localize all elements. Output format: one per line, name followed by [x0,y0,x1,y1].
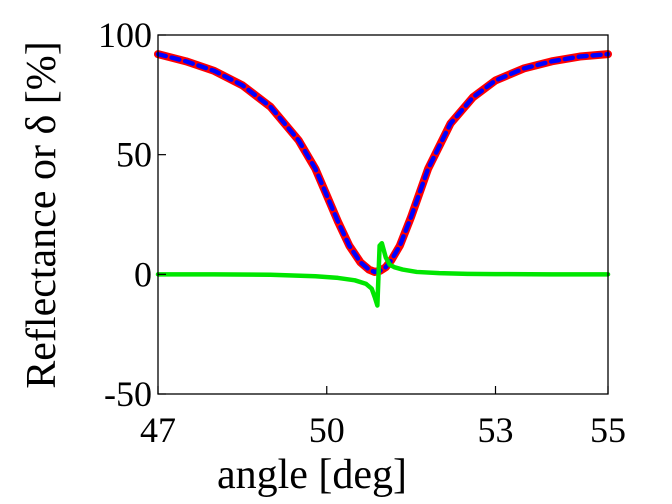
x-axis-label: angle [deg] [217,452,407,498]
x-tick-label: 50 [309,410,345,450]
green-series-line [155,240,611,308]
y-tick-label: -50 [104,374,152,414]
y-tick-label: 0 [134,254,152,294]
series-layer [154,50,612,308]
x-tick-label: 47 [140,410,176,450]
y-tick-label: 100 [98,15,152,55]
y-axis-label: Reflectance or δ [%] [19,41,65,388]
y-tick-label: 50 [116,135,152,175]
x-tick-label: 53 [478,410,514,450]
x-tick-label: 55 [590,410,626,450]
plot-frame [157,34,609,395]
tick-layer: 47 50 53 55 -50 0 50 100 [98,15,626,450]
